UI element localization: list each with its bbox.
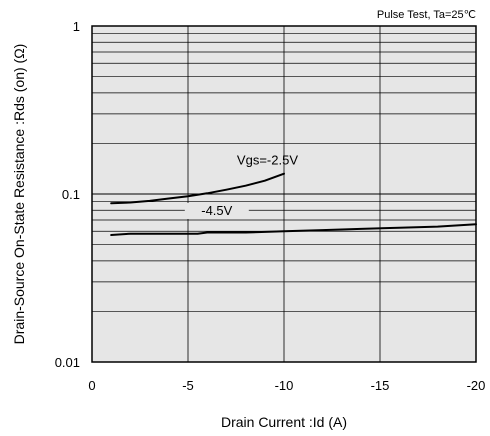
- x-tick-label: -5: [182, 378, 194, 393]
- x-tick-label: -20: [467, 378, 486, 393]
- series-labels: Vgs=-2.5V -4.5V: [184, 153, 298, 219]
- grid: [92, 26, 476, 362]
- y-tick-label: 1: [73, 19, 80, 34]
- tick-labels: 0 -5 -10 -15 -20 1 0.1 0.01: [55, 19, 486, 393]
- series-line-1: [110, 172, 285, 205]
- x-tick-label: 0: [88, 378, 95, 393]
- x-tick-label: -15: [371, 378, 390, 393]
- series-label-4-5v: -4.5V: [201, 203, 232, 218]
- series-lines: [110, 172, 477, 236]
- plot-frame: [91, 25, 477, 363]
- x-axis-title: Drain Current :Id (A): [221, 414, 347, 430]
- series-label-vgs-2-5v: Vgs=-2.5V: [237, 153, 298, 168]
- series-line-2: [110, 223, 477, 236]
- series-label-background: [184, 202, 249, 219]
- y-tick-label: 0.1: [62, 187, 80, 202]
- x-tick-label: -10: [275, 378, 294, 393]
- y-axis-title: Drain-Source On-State Resistance :Rds (o…: [11, 44, 27, 345]
- annotation-text: Pulse Test, Ta=25℃: [377, 9, 476, 21]
- y-tick-label: 0.01: [55, 355, 80, 370]
